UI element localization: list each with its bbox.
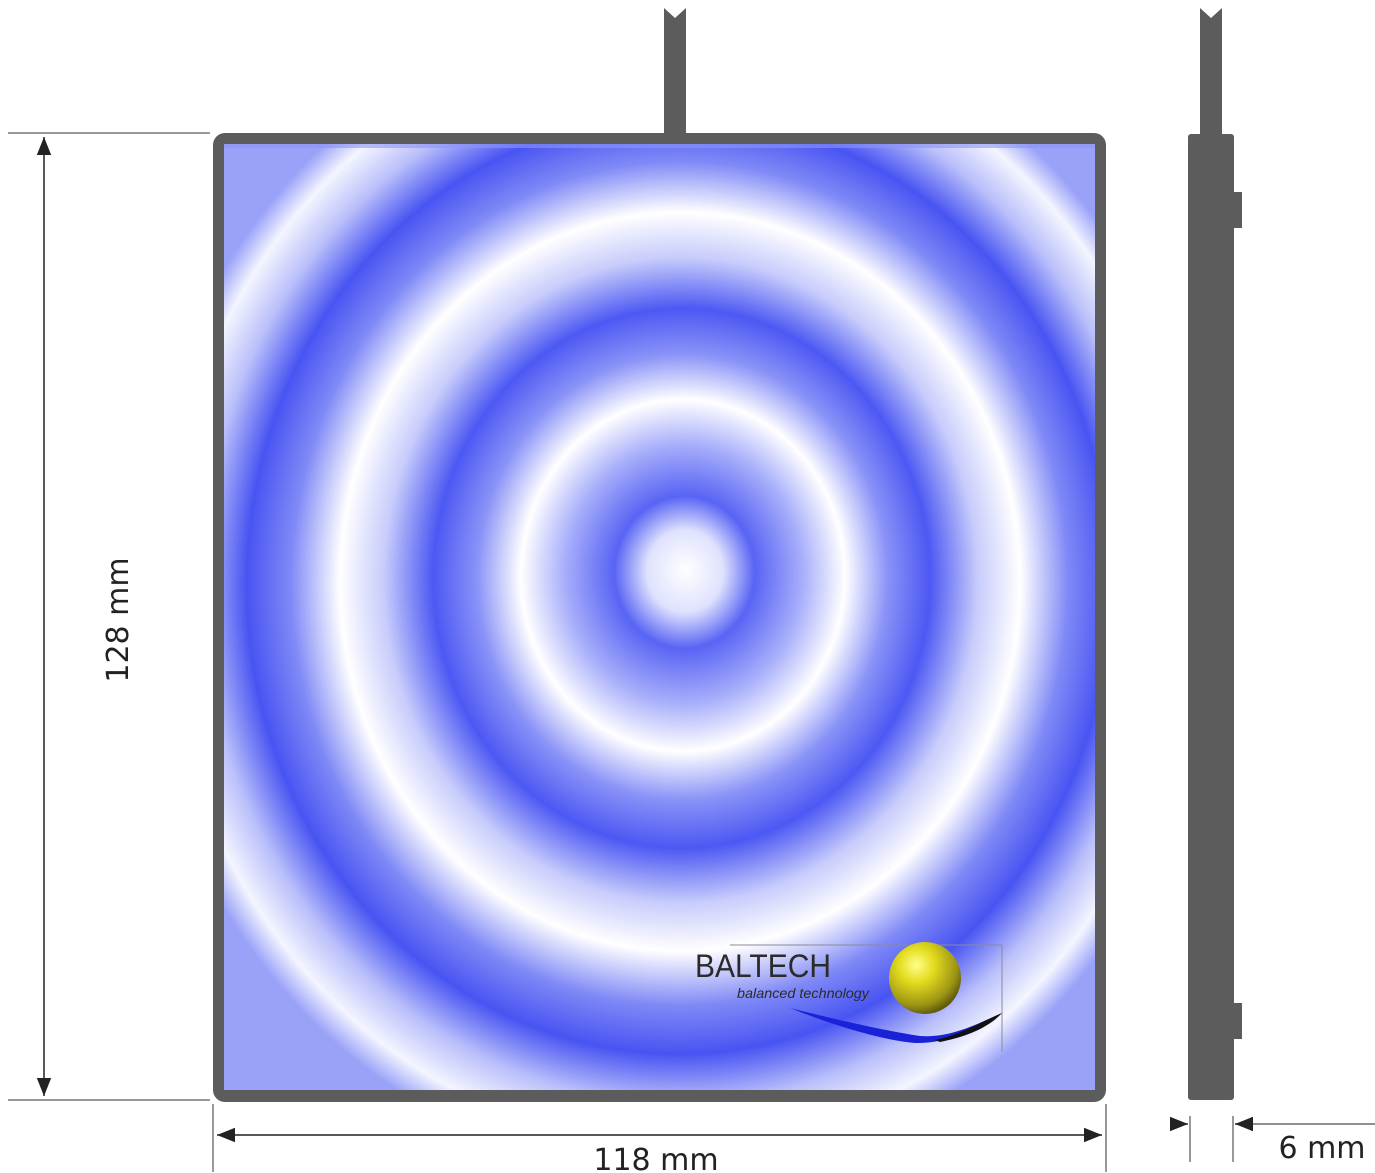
depth-label: 6 mm — [1278, 1131, 1365, 1166]
height-dimension: 128 mm — [8, 132, 210, 1101]
width-dimension: 118 mm — [212, 1104, 1107, 1173]
width-label: 118 mm — [593, 1143, 718, 1173]
baltech-logo: BALTECH balanced technology — [695, 942, 1003, 1052]
front-cable — [664, 8, 686, 138]
logo-sphere — [889, 942, 961, 1014]
height-label: 128 mm — [101, 557, 136, 682]
logo-tagline-text: balanced technology — [737, 985, 870, 1001]
logo-brand-text: BALTECH — [695, 948, 831, 984]
depth-dimension: 6 mm — [1170, 1116, 1375, 1166]
ripple-front-panel — [224, 144, 1095, 1090]
side-view — [1188, 8, 1242, 1100]
front-view-housing — [213, 133, 1106, 1102]
logo-swoosh — [790, 1008, 1002, 1044]
